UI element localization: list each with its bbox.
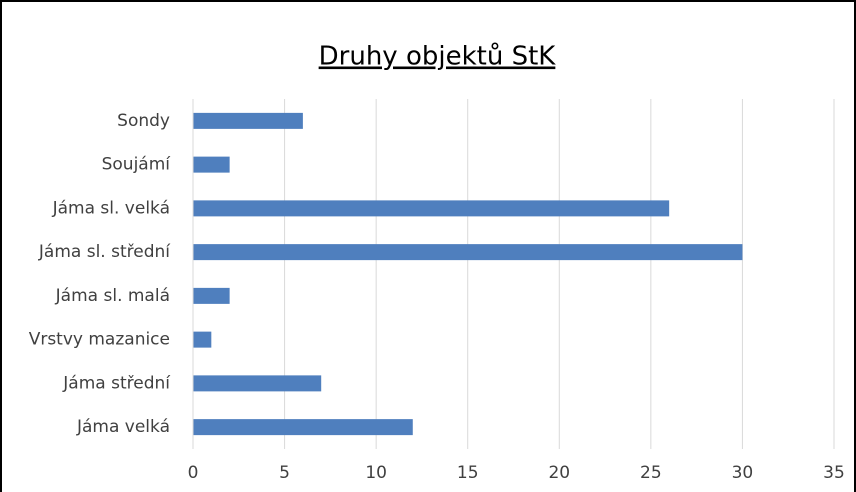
bar [193,419,413,436]
bar [193,112,303,129]
y-tick-label: Soujámí [102,155,172,175]
x-tick-label: 10 [365,463,387,483]
x-tick-label: 30 [732,463,754,483]
y-tick-label: Jáma sl. velká [52,198,170,218]
bar [193,156,230,173]
y-tick-label: Jáma velká [76,417,170,437]
y-tick-label: Sondy [117,111,170,131]
y-tick-label: Jáma střední [62,373,171,393]
x-tick-label: 0 [188,463,199,483]
bar [193,331,212,348]
x-tick-label: 5 [279,463,290,483]
x-tick-label: 15 [457,463,479,483]
bar [193,287,230,304]
x-tick-label: 25 [640,463,662,483]
y-tick-label: Jáma sl. malá [55,286,170,306]
bar [193,375,322,392]
bar [193,200,670,217]
y-tick-label: Vrstvy mazanice [29,330,170,350]
y-tick-label: Jáma sl. střední [38,242,171,262]
bar [193,244,743,261]
x-tick-label: 20 [548,463,570,483]
chart-title: Druhy objektů StK [319,42,557,72]
x-tick-label: 35 [823,463,845,483]
